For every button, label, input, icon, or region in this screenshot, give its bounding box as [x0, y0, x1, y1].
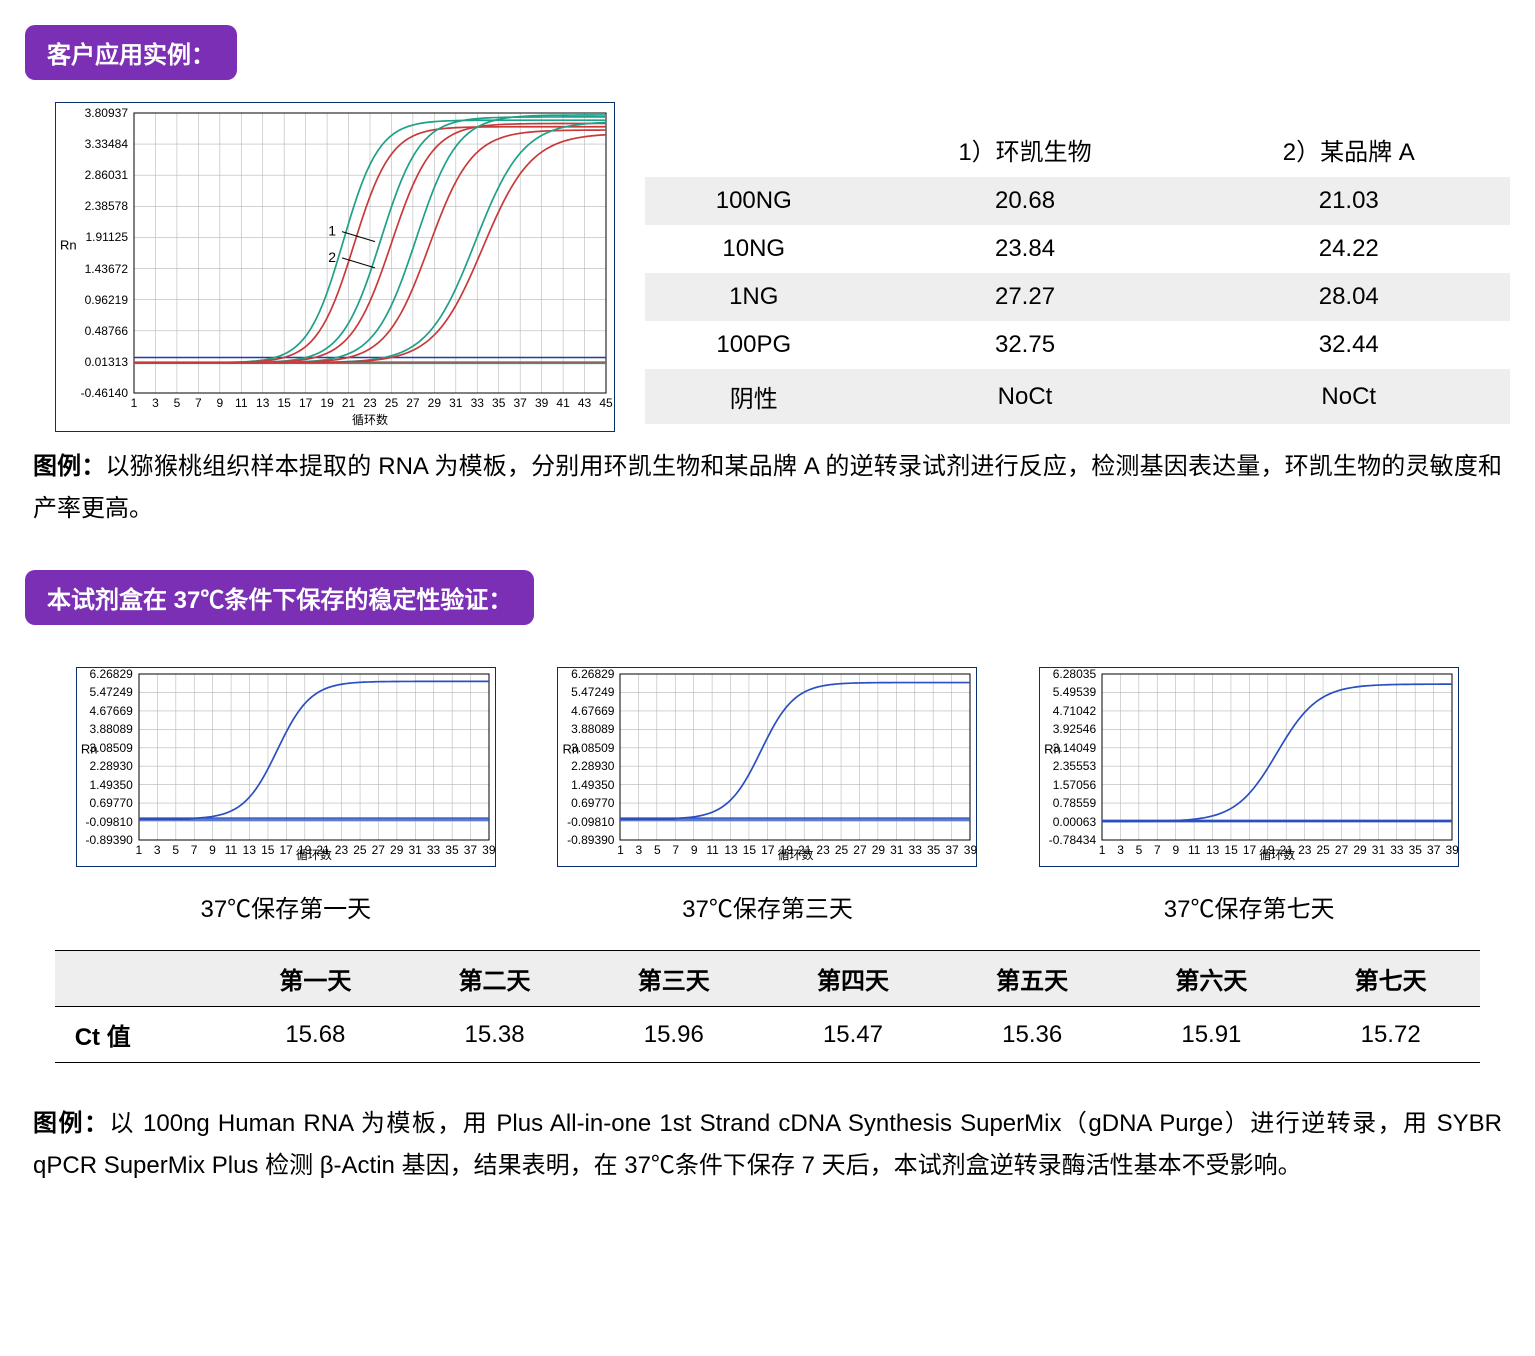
svg-text:1: 1 [328, 223, 336, 239]
ct-comparison-table: 1）环凯生物2）某品牌 A 100NG20.6821.0310NG23.8424… [645, 122, 1510, 424]
mini-charts-row: -0.89390-0.098100.697701.493502.289303.0… [65, 667, 1470, 924]
days-cell: 15.72 [1301, 1007, 1480, 1063]
caption1-text: 以猕猴桃组织样本提取的 RNA 为模板，分别用环凯生物和某品牌 A 的逆转录试剂… [33, 453, 1502, 522]
ct-table-cell: NoCt [1188, 369, 1511, 424]
caption2-text: 以 100ng Human RNA 为模板，用 Plus All-in-one … [33, 1110, 1502, 1179]
ct-table-cell: 32.44 [1188, 321, 1511, 369]
days-table-header: 第七天 [1301, 951, 1480, 1007]
days-table-header: 第一天 [226, 951, 405, 1007]
mini-chart: -0.784340.000630.785591.570562.355533.14… [1039, 667, 1459, 924]
days-cell: 15.36 [943, 1007, 1122, 1063]
mini-chart-title: 37℃保存第七天 [1164, 889, 1335, 924]
ct-table-cell: 21.03 [1188, 177, 1511, 225]
table-row: 10NG23.8424.22 [645, 225, 1510, 273]
days-cell: 15.38 [405, 1007, 584, 1063]
mini-chart-title: 37℃保存第一天 [200, 889, 371, 924]
days-table-header: 第五天 [943, 951, 1122, 1007]
ct-table-cell: 阴性 [645, 369, 863, 424]
ct-table-header: 1）环凯生物 [863, 122, 1188, 177]
ct-table-cell: 27.27 [863, 273, 1188, 321]
caption1-bold: 图例： [33, 453, 106, 480]
days-table-header: 第四天 [763, 951, 942, 1007]
ct-table-cell: 100PG [645, 321, 863, 369]
stability-chart: -0.784340.000630.785591.570562.355533.14… [1039, 667, 1459, 867]
ct-table-cell: 100NG [645, 177, 863, 225]
ct-table-cell: NoCt [863, 369, 1188, 424]
svg-text:2: 2 [328, 249, 336, 265]
days-ct-table: 第一天第二天第三天第四天第五天第六天第七天 Ct 值15.6815.3815.9… [55, 950, 1481, 1063]
days-cell: 15.68 [226, 1007, 405, 1063]
days-table-header: 第二天 [405, 951, 584, 1007]
days-cell: 15.96 [584, 1007, 763, 1063]
mini-chart-title: 37℃保存第三天 [682, 889, 853, 924]
table-row: 阴性NoCtNoCt [645, 369, 1510, 424]
ct-table-header: 2）某品牌 A [1188, 122, 1511, 177]
days-cell: 15.47 [763, 1007, 942, 1063]
mini-chart: -0.89390-0.098100.697701.493502.289303.0… [557, 667, 977, 924]
days-table-header: 第三天 [584, 951, 763, 1007]
table-row: 100PG32.7532.44 [645, 321, 1510, 369]
days-table-header [55, 951, 226, 1007]
ct-table-cell: 32.75 [863, 321, 1188, 369]
days-table-header: 第六天 [1122, 951, 1301, 1007]
table-row: 1NG27.2728.04 [645, 273, 1510, 321]
ct-table-cell: 10NG [645, 225, 863, 273]
ct-table-cell: 28.04 [1188, 273, 1511, 321]
ct-table-cell: 24.22 [1188, 225, 1511, 273]
section1-content: 12-0.461400.013130.487660.962191.436721.… [55, 102, 1510, 432]
stability-chart: -0.89390-0.098100.697701.493502.289303.0… [557, 667, 977, 867]
section1-badge: 客户应用实例： [25, 25, 237, 80]
days-row-label: Ct 值 [55, 1007, 226, 1063]
ct-table-cell: 20.68 [863, 177, 1188, 225]
ct-table-cell: 1NG [645, 273, 863, 321]
ct-table-header [645, 122, 863, 177]
stability-chart: -0.89390-0.098100.697701.493502.289303.0… [76, 667, 496, 867]
mini-chart: -0.89390-0.098100.697701.493502.289303.0… [76, 667, 496, 924]
caption2-bold: 图例： [33, 1110, 109, 1137]
table-row: 100NG20.6821.03 [645, 177, 1510, 225]
caption-2: 图例：以 100ng Human RNA 为模板，用 Plus All-in-o… [33, 1103, 1502, 1187]
caption-1: 图例：以猕猴桃组织样本提取的 RNA 为模板，分别用环凯生物和某品牌 A 的逆转… [33, 446, 1502, 530]
days-cell: 15.91 [1122, 1007, 1301, 1063]
ct-table-cell: 23.84 [863, 225, 1188, 273]
section2-badge: 本试剂盒在 37℃条件下保存的稳定性验证： [25, 570, 534, 625]
main-amplification-chart: 12-0.461400.013130.487660.962191.436721.… [55, 102, 615, 432]
